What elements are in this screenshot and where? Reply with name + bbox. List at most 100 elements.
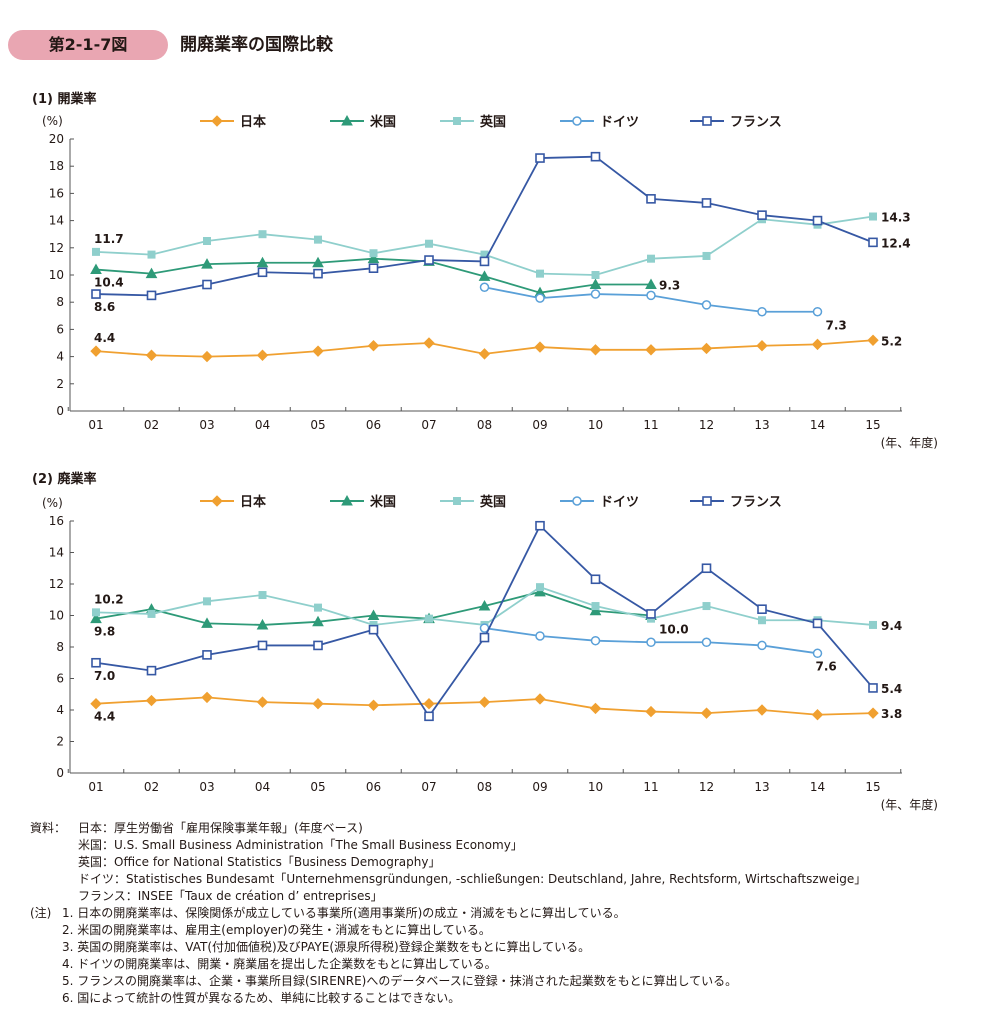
data-label: 5.4	[881, 682, 902, 696]
data-point	[368, 263, 379, 273]
chart-2-title: (2) 廃業率	[32, 472, 97, 487]
data-point	[258, 591, 267, 600]
data-point	[589, 702, 602, 715]
legend-label: 米国	[370, 494, 396, 510]
data-point	[91, 289, 101, 299]
data-point	[868, 237, 878, 248]
y-tick-label: 0	[56, 766, 64, 780]
y-tick-label: 4	[56, 350, 64, 364]
legend-label: フランス	[730, 115, 782, 130]
x-tick-label: 03	[199, 418, 214, 432]
series-germany	[479, 623, 823, 659]
data-point	[590, 635, 601, 646]
data-point	[147, 250, 156, 259]
data-point	[313, 640, 323, 651]
data-label: 9.3	[659, 279, 680, 293]
footnotes: 資料： 日本：厚生労働省「雇用保険事業年報」(年度ベース) 米国：U.S. Sm…	[30, 820, 980, 1007]
x-tick-label: 02	[144, 780, 159, 794]
source-text: 英国：Office for National Statistics「Busine…	[78, 855, 441, 869]
legend-marker	[341, 114, 353, 126]
y-tick-label: 12	[49, 577, 64, 591]
data-point	[812, 648, 823, 659]
legend-item-japan: 日本	[200, 114, 266, 130]
legend-label: 米国	[370, 114, 396, 130]
data-point	[756, 704, 768, 716]
data-point	[478, 696, 491, 708]
figure-number-badge: 第2-1-7図	[8, 30, 168, 60]
note-text: 4. ドイツの開廃業率は、開業・廃業届を提出した企業数をもとに算出している。	[62, 957, 497, 971]
series-france	[91, 151, 878, 301]
data-point	[313, 268, 323, 279]
legend-marker	[453, 117, 461, 125]
note-text: 3. 英国の開廃業率は、VAT(付加価値税)及びPAYE(源泉所得税)登録企業数…	[62, 940, 591, 954]
data-label: 4.4	[94, 710, 115, 724]
data-point	[701, 637, 712, 648]
data-point	[425, 239, 433, 248]
data-point	[812, 306, 823, 317]
y-tick-label: 10	[49, 268, 64, 282]
figure-title: 開廃業率の国際比較	[180, 35, 333, 55]
data-label: 10.2	[94, 592, 124, 606]
data-point	[90, 263, 102, 275]
x-tick-label: 14	[810, 780, 825, 794]
data-point	[589, 604, 602, 616]
data-point	[536, 269, 544, 278]
y-tick-label: 6	[56, 322, 64, 336]
data-label: 3.8	[881, 707, 902, 721]
data-point	[145, 267, 158, 279]
x-tick-label: 10	[588, 418, 603, 432]
series-japan	[90, 691, 879, 721]
data-label: 9.8	[94, 625, 115, 639]
data-point	[535, 153, 545, 163]
data-point	[758, 616, 766, 625]
data-point	[91, 657, 101, 668]
series-germany	[479, 282, 823, 317]
data-point	[647, 254, 655, 263]
legend-marker	[341, 494, 353, 506]
data-point	[369, 249, 378, 258]
data-point	[312, 256, 324, 268]
data-point	[203, 237, 211, 245]
data-point	[867, 707, 879, 719]
x-tick-label: 12	[699, 418, 714, 432]
x-axis-label: (年、年度)	[881, 797, 938, 812]
data-point	[147, 609, 156, 618]
data-point	[367, 252, 380, 264]
y-tick-label: 14	[49, 214, 64, 228]
data-point	[368, 624, 379, 635]
data-point	[590, 574, 601, 585]
data-label: 9.4	[881, 619, 902, 633]
legend-marker	[211, 115, 223, 127]
y-tick-label: 0	[56, 404, 64, 418]
x-tick-label: 08	[477, 780, 492, 794]
x-tick-label: 01	[88, 418, 103, 432]
data-point	[757, 210, 767, 220]
legend-label: 英国	[479, 114, 506, 130]
data-point	[645, 344, 657, 356]
x-tick-label: 04	[255, 418, 270, 432]
data-point	[757, 306, 767, 317]
data-point	[478, 270, 491, 281]
data-point	[534, 341, 546, 353]
data-point	[534, 693, 546, 705]
data-point	[591, 602, 600, 611]
data-point	[201, 691, 213, 704]
data-point	[202, 279, 212, 290]
data-point	[757, 604, 767, 614]
note-text: 1. 日本の開廃業率は、保険関係が成立している事業所(適用事業所)の成立・消滅を…	[62, 906, 626, 920]
data-point	[425, 614, 433, 623]
y-tick-label: 8	[56, 295, 64, 309]
data-point	[701, 198, 712, 208]
data-label: 10.0	[659, 623, 689, 637]
note-line: 4. ドイツの開廃業率は、開業・廃業届を提出した企業数をもとに算出している。	[30, 956, 980, 973]
data-label: 7.6	[816, 659, 837, 673]
legend-item-uk: 英国	[440, 114, 506, 130]
data-point	[424, 711, 434, 722]
data-point	[590, 151, 601, 162]
note-text: 5. フランスの開廃業率は、企業・事業所目録(SIRENRE)へのデータベースに…	[62, 974, 738, 988]
source-line: 米国：U.S. Small Business Administration「Th…	[30, 837, 980, 854]
data-point	[811, 338, 824, 351]
data-point	[146, 665, 157, 676]
y-tick-label: 2	[56, 735, 64, 749]
